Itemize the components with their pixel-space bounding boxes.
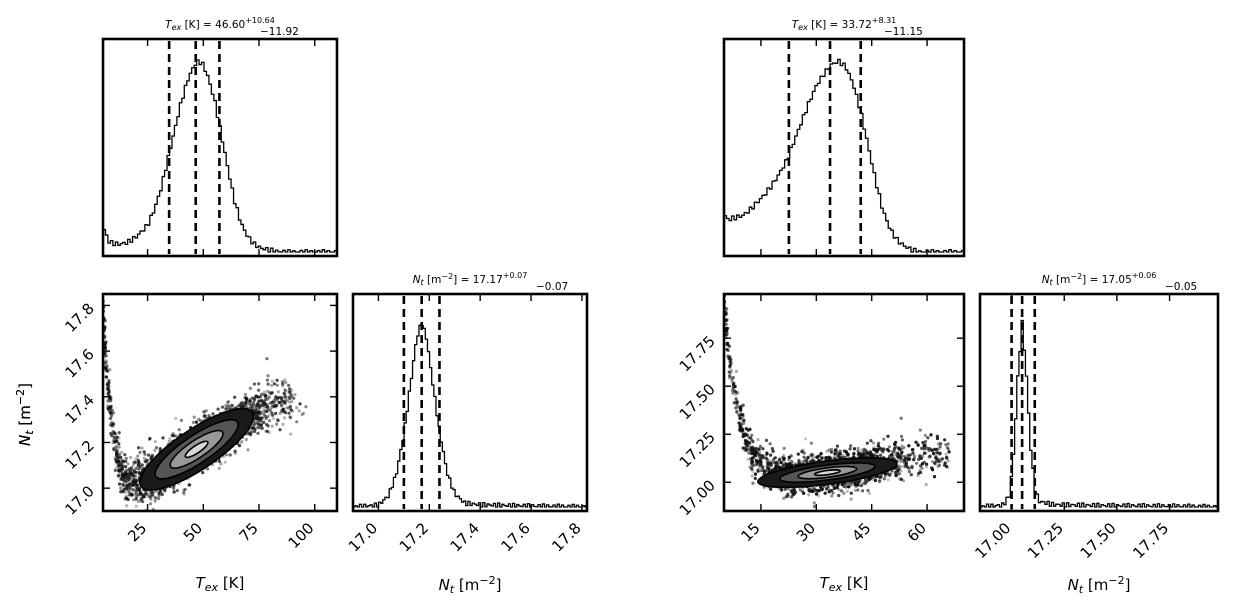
right-scatter-ylabel: Nt [m−2] <box>14 383 36 446</box>
left-scatter-xticklabel-0: 25 <box>124 519 150 545</box>
left-nt-histogram-frame <box>351 292 589 513</box>
right-scatter-xticklabel-3: 60 <box>904 519 930 545</box>
left-nt-histogram <box>353 324 587 508</box>
right-nt-hist-xticklabel-0: 17.00 <box>971 519 1014 562</box>
right-nt-hist-xticklabel-2: 17.50 <box>1077 519 1120 562</box>
right-nt-hist-xticklabel-1: 17.25 <box>1024 519 1067 562</box>
right-scatter-frame <box>722 292 966 513</box>
left-scatter-frame <box>101 292 339 513</box>
right-scatter-xticklabel-0: 15 <box>738 519 764 545</box>
left-scatter-xticklabel-3: 100 <box>285 519 318 552</box>
left-nt-hist-title-lower-error: −0.07 <box>536 281 568 293</box>
left-tex-histogram-frame <box>101 37 339 258</box>
left-nt-hist-xlabel: Nt [m−2] <box>439 574 502 596</box>
left-scatter-yticklabel-0: 17.0 <box>61 482 97 518</box>
left-nt-hist-xticklabel-0: 17.0 <box>345 519 381 555</box>
left-scatter-ylabel: Nt [m−2] <box>14 383 36 446</box>
right-scatter-xticklabel-1: 30 <box>793 519 819 545</box>
right-joint-scatter-panel: 15 30 45 60 17.00 17.25 17.50 17.75 Tex [K] Nt [m… <box>14 292 966 594</box>
left-tex-histogram <box>103 59 337 253</box>
left-nt-hist-xticklabel-3: 17.6 <box>498 519 534 555</box>
left-contour-3 <box>184 440 209 459</box>
right-nt-histogram-panel: 17.00 17.25 17.50 17.75 Nt [m−2] = 17.05+0.0… <box>971 271 1220 596</box>
right-tex-hist-title: Tex [K] = 33.72+8.31 <box>792 16 897 32</box>
left-tex-histogram-panel: Tex [K] = 46.60+10.64−11.92 <box>101 16 339 258</box>
left-nt-hist-xticklabel-1: 17.2 <box>396 519 432 555</box>
left-nt-hist-xticklabel-2: 17.4 <box>447 519 483 555</box>
left-scatter-yticklabel-4: 17.8 <box>61 300 97 336</box>
left-nt-histogram-panel: 17.0 17.2 17.4 17.6 17.8 Nt [m−2] = 17.17+0.0… <box>345 271 589 596</box>
left-scatter-xticklabel-1: 50 <box>180 519 206 545</box>
left-scatter-yticklabel-2: 17.4 <box>61 391 97 427</box>
right-scatter-yticklabel-3: 17.75 <box>676 332 719 375</box>
left-joint-scatter-panel: 25 50 75 100 17.0 17.2 17.4 17.6 17.8 Tex [K] Nt [… <box>14 292 339 594</box>
left-nt-hist-xticklabel-4: 17.8 <box>548 519 584 555</box>
right-nt-histogram-frame <box>978 292 1220 513</box>
right-tex-histogram <box>724 58 964 253</box>
right-scatter-xticklabel-2: 45 <box>848 519 874 545</box>
right-tex-hist-title-lower-error: −11.15 <box>884 26 923 38</box>
right-scatter-xlabel: Tex [K] <box>820 574 869 594</box>
right-nt-hist-title-lower-error: −0.05 <box>1165 281 1197 293</box>
corner-left: Tex [K] = 46.60+10.64−11.92 25 50 75 100 17.0… <box>14 16 589 596</box>
right-scatter-yticklabel-1: 17.25 <box>676 428 719 471</box>
right-scatter-yticklabel-0: 17.00 <box>676 476 719 519</box>
right-nt-histogram <box>980 319 1218 508</box>
left-scatter-yticklabel-3: 17.6 <box>61 345 97 381</box>
right-tex-histogram-panel: Tex [K] = 33.72+8.31−11.15 <box>722 16 966 258</box>
left-scatter-xticklabel-2: 75 <box>236 519 262 545</box>
left-scatter-points <box>103 299 308 511</box>
right-nt-hist-title: Nt [m−2] = 17.05+0.06 <box>1042 271 1157 287</box>
left-scatter-yticklabel-1: 17.2 <box>61 437 97 473</box>
left-tex-hist-title-lower-error: −11.92 <box>260 26 299 38</box>
right-scatter-yticklabel-2: 17.50 <box>676 380 719 423</box>
left-nt-hist-title: Nt [m−2] = 17.17+0.07 <box>413 271 528 287</box>
right-scatter-points <box>724 294 951 509</box>
right-nt-hist-xlabel: Nt [m−2] <box>1068 574 1131 596</box>
right-tex-histogram-frame <box>722 37 966 258</box>
right-contour-3 <box>813 469 842 477</box>
left-scatter-xlabel: Tex [K] <box>196 574 245 594</box>
right-nt-hist-xticklabel-3: 17.75 <box>1129 519 1172 562</box>
left-tex-hist-title: Tex [K] = 46.60+10.64 <box>165 16 275 32</box>
